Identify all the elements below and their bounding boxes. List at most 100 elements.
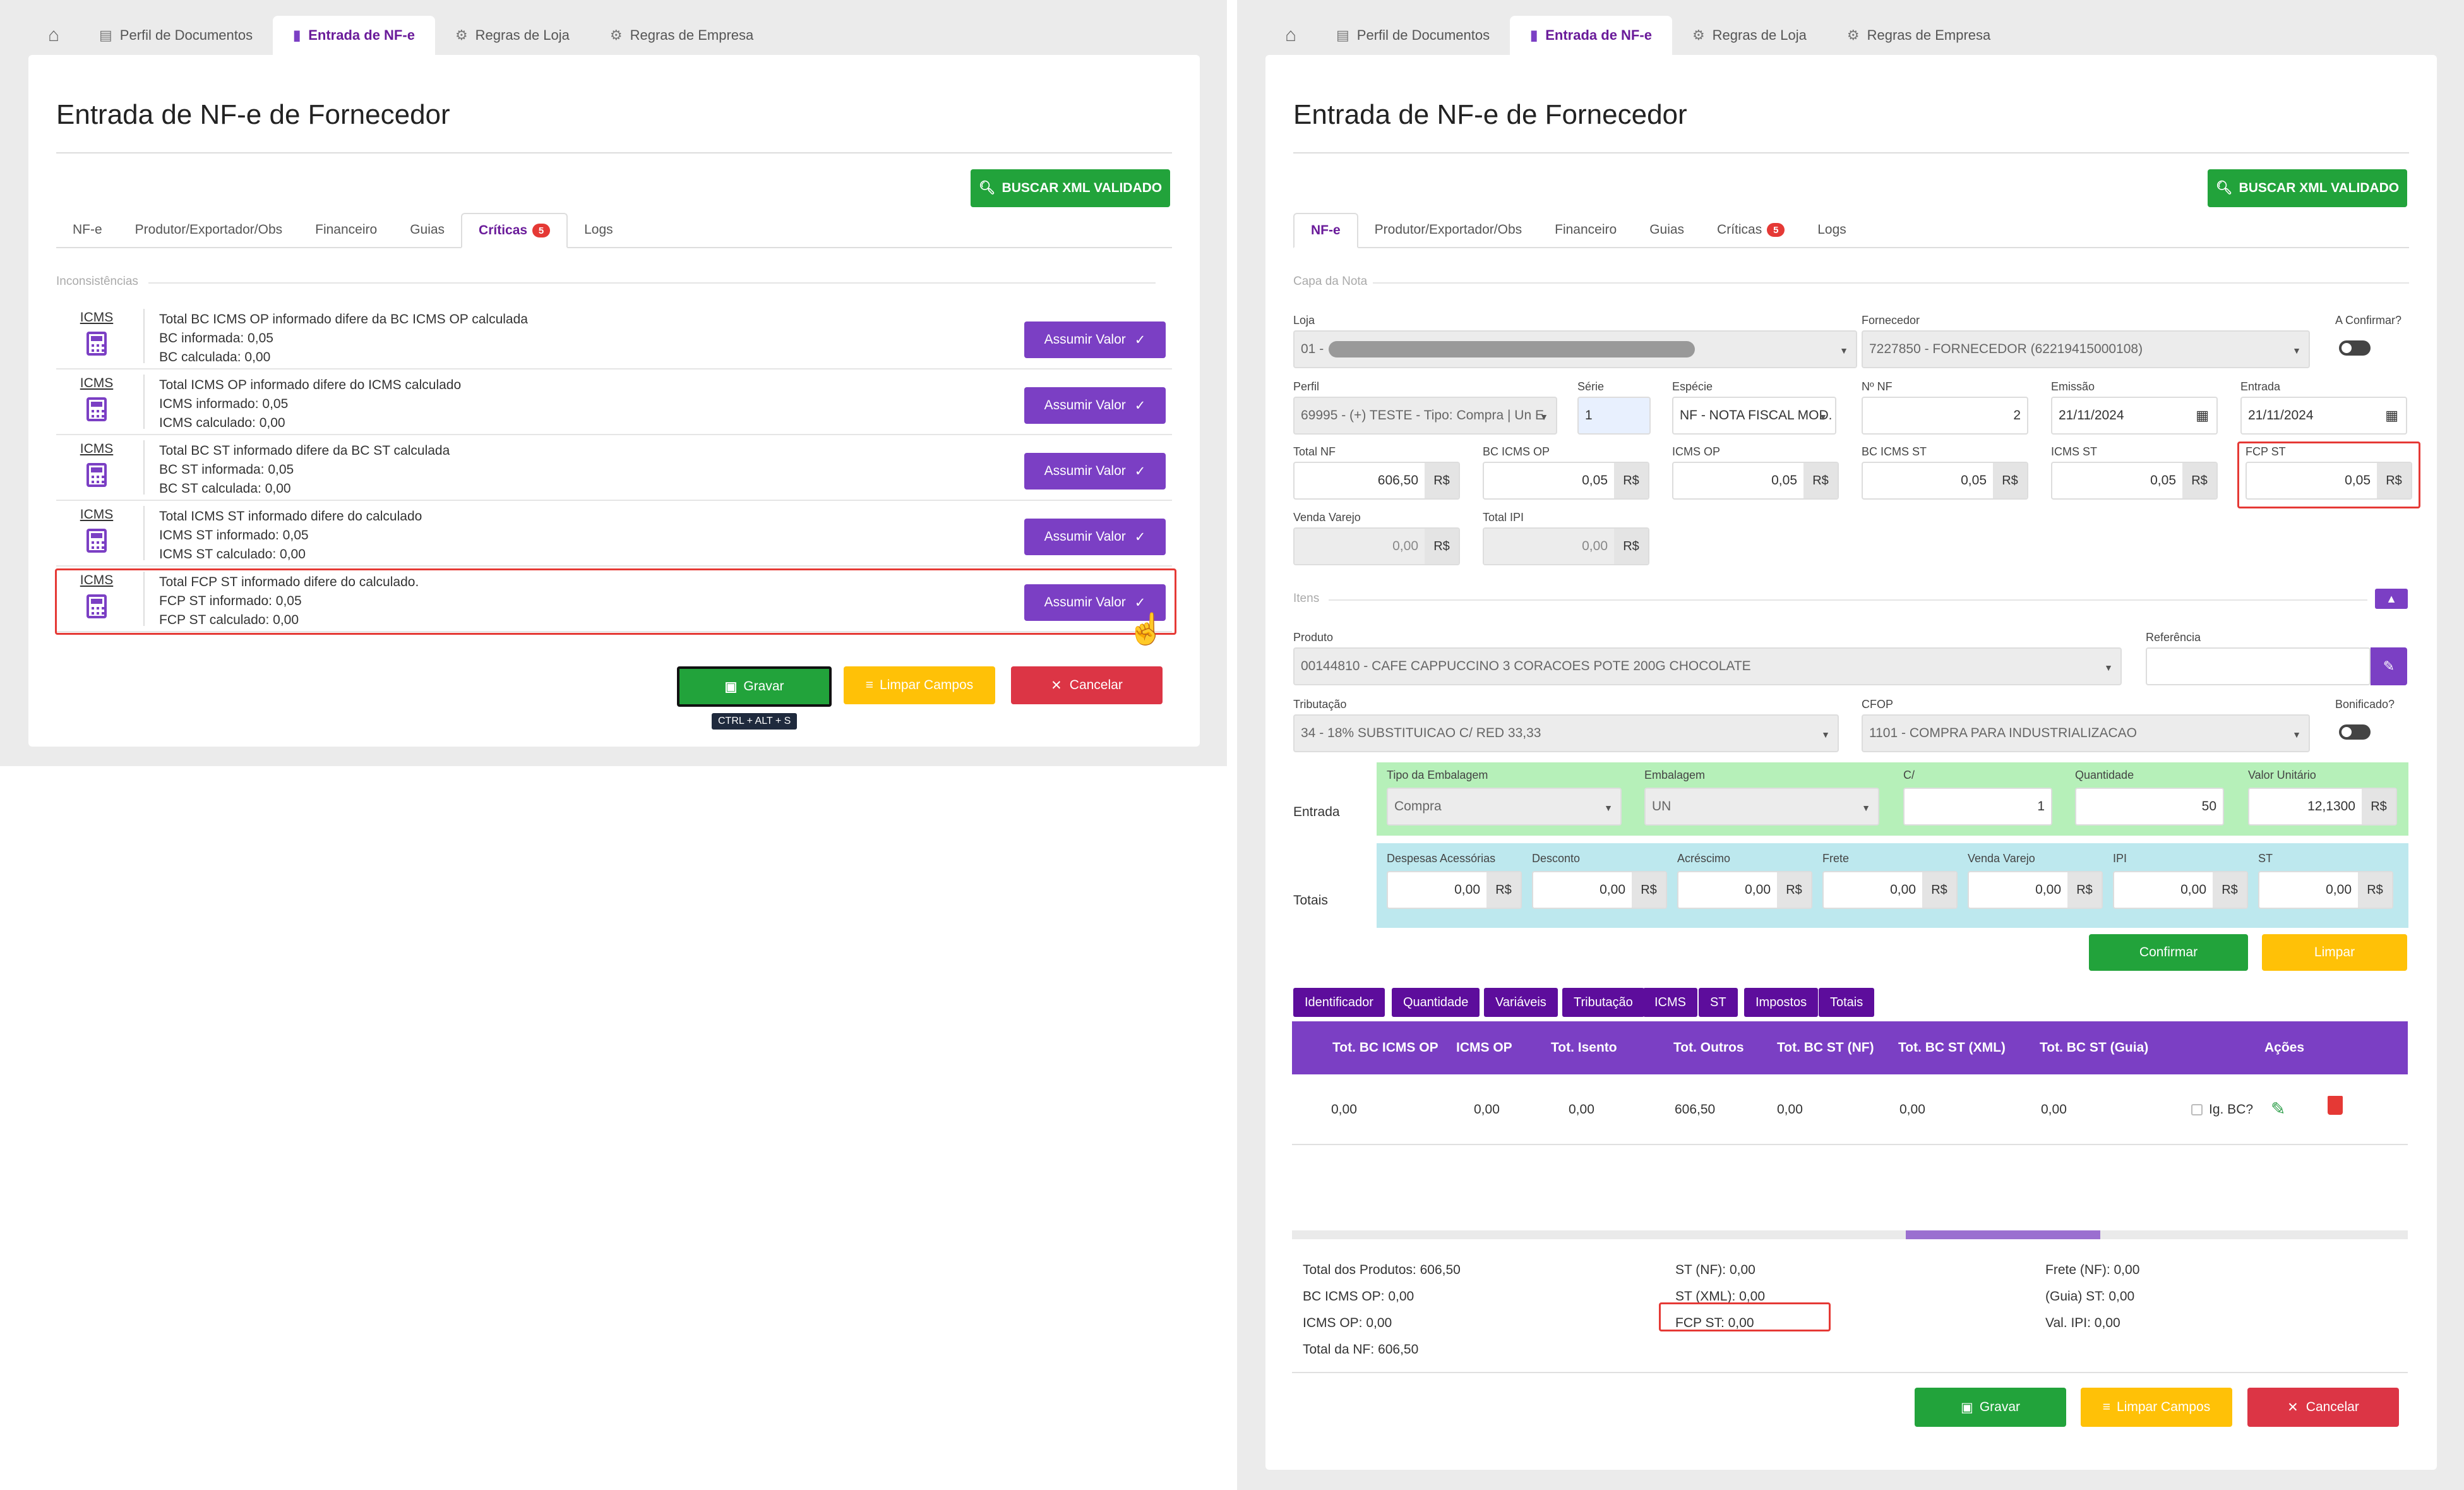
tab-icms[interactable]: ICMS	[1643, 988, 1697, 1017]
assume-value-button[interactable]: Assumir Valor ✓	[1024, 321, 1166, 358]
tab-entrada-nfe[interactable]: ▮ Entrada de NF-e	[1510, 16, 1672, 55]
bc-icms-op-label: BC ICMS OP	[1483, 445, 1550, 458]
collapse-button[interactable]: ▲	[2375, 589, 2408, 609]
divider	[56, 152, 1172, 153]
venda-varejo-item-input[interactable]: 0,00 R$	[1968, 871, 2103, 909]
tab-totais[interactable]: Totais	[1819, 988, 1875, 1017]
search-xml-button[interactable]: 🔍︎ BUSCAR XML VALIDADO	[971, 169, 1170, 207]
embalagem-select[interactable]: UN ▼	[1644, 788, 1879, 826]
bonificado-toggle[interactable]	[2339, 724, 2371, 740]
assume-value-button[interactable]: Assumir Valor ✓	[1024, 584, 1166, 621]
venda-varejo-item-label: Venda Varejo	[1968, 852, 2035, 865]
tab-regras-empresa[interactable]: ⚙ Regras de Empresa	[609, 27, 754, 43]
message-line: ICMS ST informado: 0,05	[159, 528, 309, 543]
tab-logs[interactable]: Logs	[584, 222, 613, 237]
currency-addon: R$	[2067, 872, 2102, 908]
tab-regras-empresa[interactable]: ⚙ Regras de Empresa	[1846, 27, 1991, 43]
tab-variaveis[interactable]: Variáveis	[1484, 988, 1558, 1017]
nnf-input[interactable]: 2	[1862, 397, 2028, 435]
entrada-date-input[interactable]: 21/11/2024 ▦	[2240, 397, 2407, 435]
especie-select[interactable]: NF - NOTA FISCAL MOD. ▼	[1672, 397, 1836, 435]
ig-bc-label: Ig. BC?	[2209, 1102, 2254, 1117]
icms-op-label: ICMS OP	[1672, 445, 1721, 458]
ipi-input[interactable]: 0,00 R$	[2113, 871, 2248, 909]
tab-regras-loja[interactable]: ⚙ Regras de Loja	[455, 27, 570, 43]
tab-regras-loja[interactable]: ⚙ Regras de Loja	[1692, 27, 1807, 43]
currency-addon: R$	[2358, 872, 2392, 908]
tab-guias[interactable]: Guias	[1649, 222, 1685, 237]
value: 0,05	[1961, 473, 1987, 488]
clear-fields-button[interactable]: ≡ Limpar Campos	[2081, 1388, 2232, 1427]
fornecedor-select[interactable]: 7227850 - FORNECEDOR (62219415000108) ▼	[1862, 330, 2310, 368]
icms-st-input[interactable]: 0,05 R$	[2051, 462, 2218, 500]
home-icon[interactable]: ⌂	[47, 25, 60, 45]
bc-icms-op-input[interactable]: 0,05 R$	[1483, 462, 1649, 500]
value: 606,50	[1377, 473, 1418, 488]
tab-criticas[interactable]: Críticas 5	[1701, 213, 1801, 247]
limpar-button[interactable]: Limpar	[2262, 934, 2407, 971]
despesas-input[interactable]: 0,00 R$	[1387, 871, 1522, 909]
tab-logs[interactable]: Logs	[1817, 222, 1846, 237]
tab-produtor[interactable]: Produtor/Exportador/Obs	[135, 222, 283, 237]
acrescimo-input[interactable]: 0,00 R$	[1677, 871, 1812, 909]
tab-identificador[interactable]: Identificador	[1293, 988, 1385, 1017]
horizontal-scrollbar[interactable]	[1292, 1230, 2408, 1239]
cancel-button[interactable]: ✕ Cancelar	[2247, 1388, 2399, 1427]
cancel-button[interactable]: ✕ Cancelar	[1011, 666, 1163, 704]
clear-fields-button[interactable]: ≡ Limpar Campos	[844, 666, 995, 704]
tab-nfe[interactable]: NF-e	[1293, 213, 1358, 248]
tab-perfil-documentos[interactable]: ▤ Perfil de Documentos	[1336, 27, 1490, 43]
total-ipi-input[interactable]: 0,00 R$	[1483, 527, 1649, 565]
desconto-input[interactable]: 0,00 R$	[1532, 871, 1667, 909]
assume-value-button[interactable]: Assumir Valor ✓	[1024, 519, 1166, 555]
tab-produtor[interactable]: Produtor/Exportador/Obs	[1374, 222, 1522, 237]
loja-select[interactable]: 01 - ▼	[1293, 330, 1857, 368]
fcp-st-input[interactable]: 0,05 R$	[2246, 462, 2412, 500]
tab-impostos[interactable]: Impostos	[1744, 988, 1819, 1017]
pencil-icon[interactable]: ✎	[2271, 1099, 2286, 1119]
save-button[interactable]: ▣ Gravar	[677, 666, 832, 707]
trash-icon[interactable]	[2328, 1096, 2343, 1115]
assume-value-button[interactable]: Assumir Valor ✓	[1024, 453, 1166, 490]
emissao-date-input[interactable]: 21/11/2024 ▦	[2051, 397, 2218, 435]
save-button[interactable]: ▣ Gravar	[1915, 1388, 2066, 1427]
tab-criticas[interactable]: Críticas 5	[461, 213, 568, 248]
tab-tributacao[interactable]: Tributação	[1562, 988, 1644, 1017]
scrollbar-thumb[interactable]	[1906, 1230, 2100, 1239]
tab-nfe[interactable]: NF-e	[73, 222, 102, 237]
tab-st[interactable]: ST	[1699, 988, 1738, 1017]
referencia-input[interactable]	[2146, 647, 2371, 685]
tipo-embalagem-select[interactable]: Compra ▼	[1387, 788, 1622, 826]
col-header: Tot. Isento	[1551, 1040, 1617, 1055]
serie-input[interactable]: 1	[1577, 397, 1651, 435]
tab-perfil-documentos[interactable]: ▤ Perfil de Documentos	[99, 27, 253, 43]
assume-value-button[interactable]: Assumir Valor ✓	[1024, 387, 1166, 424]
tab-entrada-nfe[interactable]: ▮ Entrada de NF-e	[273, 16, 435, 55]
icms-op-input[interactable]: 0,05 R$	[1672, 462, 1839, 500]
edit-reference-button[interactable]: ✎	[2371, 647, 2407, 685]
total-nf-input[interactable]: 606,50 R$	[1293, 462, 1460, 500]
tab-quantidade[interactable]: Quantidade	[1392, 988, 1480, 1017]
frete-input[interactable]: 0,00 R$	[1822, 871, 1958, 909]
divider	[143, 506, 145, 560]
tab-guias[interactable]: Guias	[410, 222, 445, 237]
st-label: ST	[2258, 852, 2273, 865]
st-input[interactable]: 0,00 R$	[2258, 871, 2393, 909]
perfil-select[interactable]: 69995 - (+) TESTE - Tipo: Compra | Un E ▼	[1293, 397, 1557, 435]
tab-financeiro[interactable]: Financeiro	[315, 222, 378, 237]
c-input[interactable]: 1	[1903, 788, 2052, 826]
quantidade-input[interactable]: 50	[2075, 788, 2224, 826]
tributacao-select[interactable]: 34 - 18% SUBSTITUICAO C/ RED 33,33 ▼	[1293, 714, 1839, 752]
cfop-select[interactable]: 1101 - COMPRA PARA INDUSTRIALIZACAO ▼	[1862, 714, 2310, 752]
venda-varejo-input[interactable]: 0,00 R$	[1293, 527, 1460, 565]
search-xml-button[interactable]: 🔍︎ BUSCAR XML VALIDADO	[2208, 169, 2407, 207]
valor-unitario-input[interactable]: 12,1300 R$	[2248, 788, 2397, 826]
page-title: Entrada de NF-e de Fornecedor	[56, 99, 450, 130]
produto-select[interactable]: 00144810 - CAFE CAPPUCCINO 3 CORACOES PO…	[1293, 647, 2122, 685]
confirmar-toggle[interactable]	[2339, 340, 2371, 356]
confirm-button[interactable]: Confirmar	[2089, 934, 2248, 971]
home-icon[interactable]: ⌂	[1284, 25, 1297, 45]
tab-financeiro[interactable]: Financeiro	[1555, 222, 1617, 237]
ig-bc-checkbox[interactable]	[2191, 1104, 2203, 1115]
bc-icms-st-input[interactable]: 0,05 R$	[1862, 462, 2028, 500]
